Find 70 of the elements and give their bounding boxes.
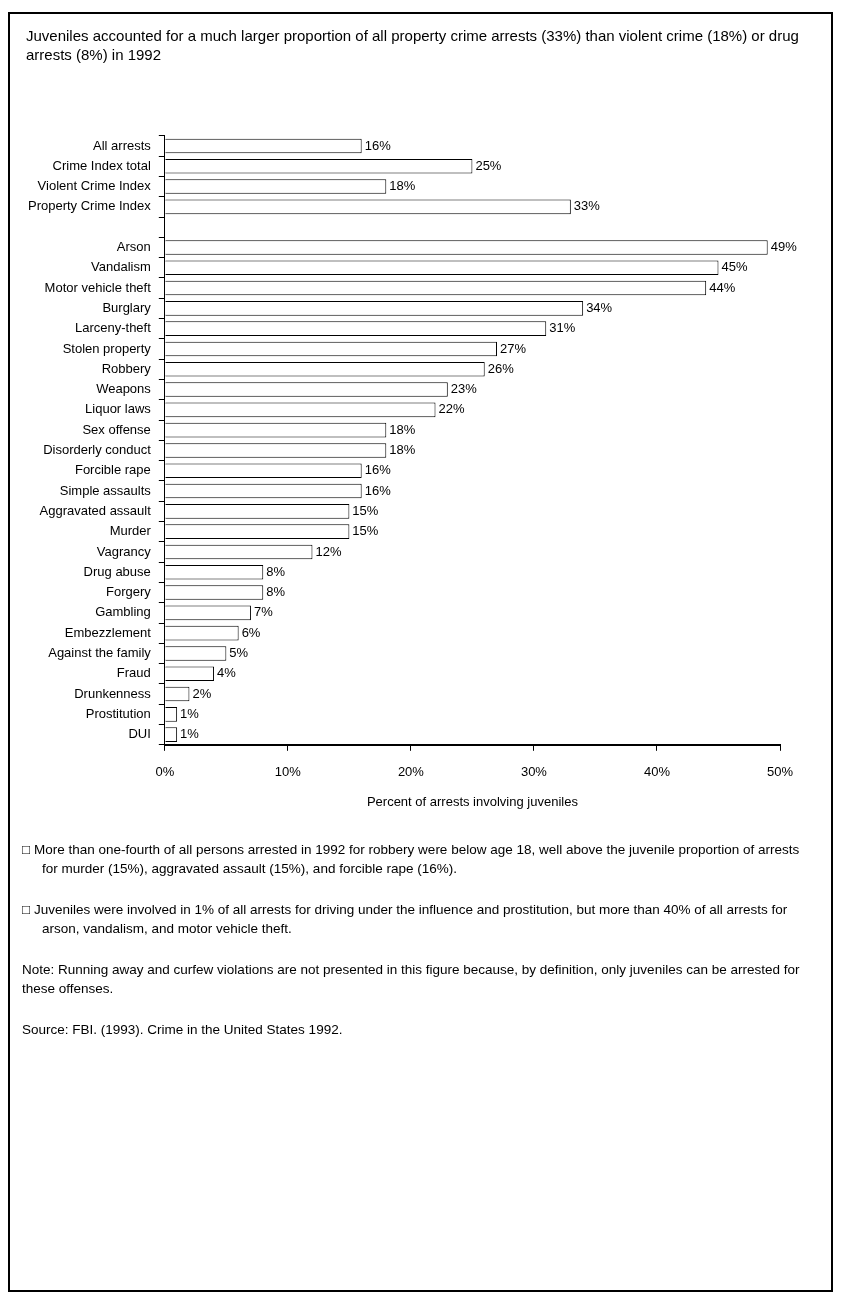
y-tick-label: Against the family	[48, 645, 152, 661]
data-label: 7%	[253, 604, 274, 620]
y-tick-label: Simple assaults	[59, 482, 152, 498]
y-tick-label: Vandalism	[91, 259, 151, 275]
data-label: 18%	[389, 421, 416, 437]
source-note: Source: FBI. (1993). Crime in the United States 1992.	[22, 1021, 344, 1039]
data-label: 4%	[217, 665, 237, 681]
data-label: 16%	[364, 462, 392, 478]
data-label: 26%	[487, 360, 515, 376]
y-tick-label: Violent Crime Index	[37, 178, 152, 194]
data-label: 23%	[450, 381, 478, 397]
y-tick-label: Drunkenness	[74, 685, 152, 701]
y-tick-label: Robbery	[101, 360, 152, 376]
y-tick-label: Murder	[109, 523, 152, 539]
y-tick-label: Burglary	[102, 299, 152, 315]
data-label: 1%	[180, 705, 200, 721]
x-tick-label: 50%	[766, 764, 794, 780]
data-label: 22%	[438, 401, 465, 417]
x-axis-title: Percent of arrests involving juveniles	[366, 793, 579, 809]
data-label: 18%	[389, 178, 416, 194]
data-label: 49%	[770, 239, 798, 255]
data-label: 8%	[266, 563, 286, 579]
y-tick-label: Embezzlement	[64, 624, 152, 640]
data-label: 5%	[229, 645, 249, 661]
data-label: 15%	[352, 523, 379, 539]
data-label: 45%	[721, 259, 748, 275]
data-label: 18%	[389, 442, 416, 458]
y-tick-label: Property Crime Index	[27, 198, 152, 214]
data-label: 8%	[266, 584, 286, 600]
y-tick-label: Arson	[116, 239, 151, 255]
data-label: 33%	[573, 198, 601, 214]
chart-title: Juveniles accounted for a much larger proportion of all property crime arrests (33%) than violent crime (18%) or drug arrests (8%) in 1992	[26, 26, 800, 64]
y-tick-label: All arrests	[93, 137, 152, 153]
text: □ More than one-fourth of all persons arrested in 1992 for robbery were below age 18, well above the juvenile proportion of arrests for murder (15%), aggravated assault (15%), and forcible rape (16%).	[22, 841, 801, 878]
data-label: 25%	[475, 157, 502, 173]
text: Note: Running away and curfew violations are not presented in this figure because, by definition, only juveniles can be arrested for these offenses.	[22, 961, 801, 998]
x-tick-label: 20%	[397, 764, 425, 780]
y-tick-label: Sex offense	[82, 421, 151, 437]
y-tick-label: Liquor laws	[85, 401, 152, 417]
y-tick-label: Weapons	[96, 381, 152, 397]
x-tick-label: 40%	[643, 764, 671, 780]
data-label: 1%	[180, 726, 200, 742]
y-tick-label: Fraud	[116, 665, 151, 681]
data-label: 2%	[192, 685, 212, 701]
y-tick-label: Disorderly conduct	[43, 442, 152, 458]
y-tick-label: Motor vehicle theft	[44, 279, 152, 295]
data-label: 44%	[709, 279, 736, 295]
y-tick-label: DUI	[128, 726, 151, 742]
x-tick-label: 30%	[520, 764, 548, 780]
y-tick-label: Forcible rape	[74, 462, 151, 478]
y-tick-label: Aggravated assault	[39, 502, 152, 518]
data-label: 34%	[586, 299, 613, 315]
data-label: 16%	[364, 137, 392, 153]
y-tick-label: Vagrancy	[96, 543, 152, 559]
x-tick-label: 0%	[155, 764, 175, 780]
text: □ Juveniles were involved in 1% of all arrests for driving under the influence and prostitution, but more than 40% of all arrests for arson, vandalism, and motor vehicle theft.	[22, 901, 789, 938]
y-tick-label: Drug abuse	[83, 563, 151, 579]
y-tick-label: Larceny-theft	[74, 320, 152, 336]
data-label: 31%	[549, 320, 576, 336]
y-tick-label: Prostitution	[85, 705, 151, 721]
data-label: 6%	[241, 624, 261, 640]
y-tick-label: Crime Index total	[52, 157, 151, 173]
x-tick-label: 10%	[274, 764, 302, 780]
data-label: 27%	[500, 340, 527, 356]
y-tick-label: Forgery	[106, 584, 152, 600]
data-label: 12%	[315, 543, 342, 559]
y-tick-label: Stolen property	[62, 340, 152, 356]
y-tick-label: Gambling	[95, 604, 151, 620]
data-label: 15%	[352, 502, 379, 518]
data-label: 16%	[364, 482, 392, 498]
